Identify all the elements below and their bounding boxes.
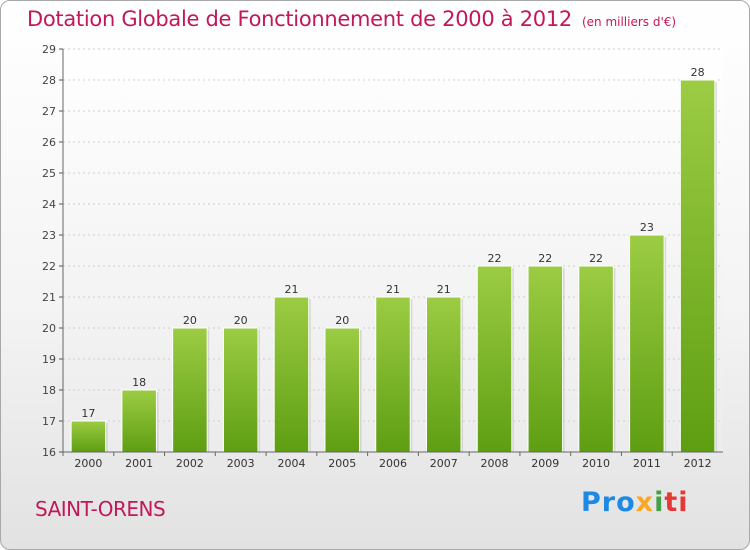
bar-value-label: 22	[589, 252, 603, 265]
y-tick-label: 16	[42, 446, 56, 459]
bar	[578, 265, 614, 453]
bar	[629, 234, 665, 453]
bar	[375, 296, 411, 453]
bar	[426, 296, 462, 453]
x-tick-label: 2001	[125, 457, 153, 470]
x-tick-label: 2003	[227, 457, 255, 470]
bar	[679, 79, 716, 453]
proxiti-logo: Proxiti	[581, 487, 689, 518]
bar-value-label: 22	[538, 252, 552, 265]
bar-value-label: 17	[81, 407, 95, 420]
y-tick-label: 20	[42, 322, 56, 335]
x-tick-label: 2004	[277, 457, 305, 470]
bar	[172, 327, 208, 453]
y-tick-label: 24	[42, 198, 56, 211]
bar-value-label: 21	[437, 283, 451, 296]
bar	[222, 327, 259, 453]
bar-value-label: 22	[488, 252, 502, 265]
x-tick-label: 2007	[430, 457, 458, 470]
title-text: Dotation Globale de Fonctionnement de 20…	[27, 7, 572, 31]
bar-value-label: 21	[386, 283, 400, 296]
bar-value-label: 23	[640, 221, 654, 234]
chart-title: Dotation Globale de Fonctionnement de 20…	[27, 7, 676, 31]
logo-part: i	[654, 487, 665, 518]
x-tick-label: 2011	[633, 457, 661, 470]
bar-value-label: 28	[691, 66, 705, 79]
bar	[121, 389, 157, 453]
y-tick-label: 17	[42, 415, 56, 428]
y-axis: 16 17 18 19 20 21 22 23 24 25 26 27 28 29	[42, 43, 64, 459]
y-tick-label: 22	[42, 260, 56, 273]
x-tick-label: 2000	[74, 457, 102, 470]
y-tick-label: 25	[42, 167, 56, 180]
y-tick-label: 18	[42, 384, 56, 397]
bar	[476, 265, 513, 453]
x-tick-label: 2010	[582, 457, 610, 470]
logo-part: x	[635, 487, 655, 518]
city-name: SAINT-ORENS	[35, 497, 166, 521]
logo-part: ti	[664, 487, 689, 518]
bar	[70, 420, 107, 453]
bar-value-label: 20	[335, 314, 349, 327]
y-tick-label: 26	[42, 136, 56, 149]
y-tick-label: 21	[42, 291, 56, 304]
y-tick-label: 19	[42, 353, 56, 366]
bar-value-label: 20	[183, 314, 197, 327]
bar	[273, 296, 310, 453]
x-tick-label: 2005	[328, 457, 356, 470]
bars: 17 18 20 20 21 20 21 21 22 22 22 23 28	[70, 66, 717, 453]
bar-value-label: 18	[132, 376, 146, 389]
x-axis: 2000 2001 2002 2003 2004 2005 2006 2007 2008 2009…	[62, 451, 723, 470]
logo-part: Pro	[581, 487, 636, 518]
y-tick-label: 28	[42, 74, 56, 87]
y-tick-label: 23	[42, 229, 56, 242]
unit-label: (en milliers d'€)	[581, 15, 677, 29]
bar	[324, 327, 360, 453]
y-tick-label: 27	[42, 105, 56, 118]
bar-value-label: 21	[284, 283, 298, 296]
x-tick-label: 2008	[481, 457, 509, 470]
bar-value-label: 20	[234, 314, 248, 327]
x-tick-label: 2009	[531, 457, 559, 470]
bar	[527, 265, 564, 453]
x-tick-label: 2006	[379, 457, 407, 470]
y-tick-label: 29	[42, 43, 56, 56]
x-tick-label: 2002	[176, 457, 204, 470]
x-tick-label: 2012	[684, 457, 712, 470]
